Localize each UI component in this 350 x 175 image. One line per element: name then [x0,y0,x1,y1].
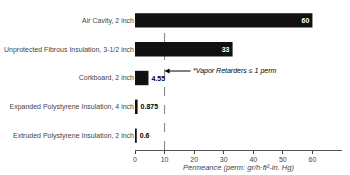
svg-text:Expanded Polystyrene Insulatio: Expanded Polystyrene Insulation, 4 inch [9,103,134,111]
svg-text:*Vapor Retarders ≤ 1 perm: *Vapor Retarders ≤ 1 perm [193,67,277,75]
svg-text:Extruded Polystyrene Insulatio: Extruded Polystyrene Insulation, 2 inch [13,132,134,140]
svg-text:Corkboard, 2 inch: Corkboard, 2 inch [79,74,134,81]
svg-text:0: 0 [133,156,137,163]
svg-text:Unprotected Fibrous Insulation: Unprotected Fibrous Insulation, 3-1/2 in… [4,46,134,54]
svg-text:4.55: 4.55 [151,75,165,82]
svg-text:Air Cavity, 2 inch: Air Cavity, 2 inch [82,17,134,25]
svg-text:0.875: 0.875 [141,103,159,110]
svg-text:60: 60 [302,17,310,24]
svg-text:60: 60 [309,156,317,163]
svg-text:Permeance (perm: gr/h·ft²-in.: Permeance (perm: gr/h·ft²-in. Hg) [183,163,294,172]
svg-text:33: 33 [222,46,230,53]
svg-text:30: 30 [220,156,228,163]
svg-text:0.6: 0.6 [140,132,150,139]
svg-text:40: 40 [249,156,257,163]
svg-text:10: 10 [161,156,169,163]
svg-text:50: 50 [279,156,287,163]
svg-text:20: 20 [190,156,198,163]
